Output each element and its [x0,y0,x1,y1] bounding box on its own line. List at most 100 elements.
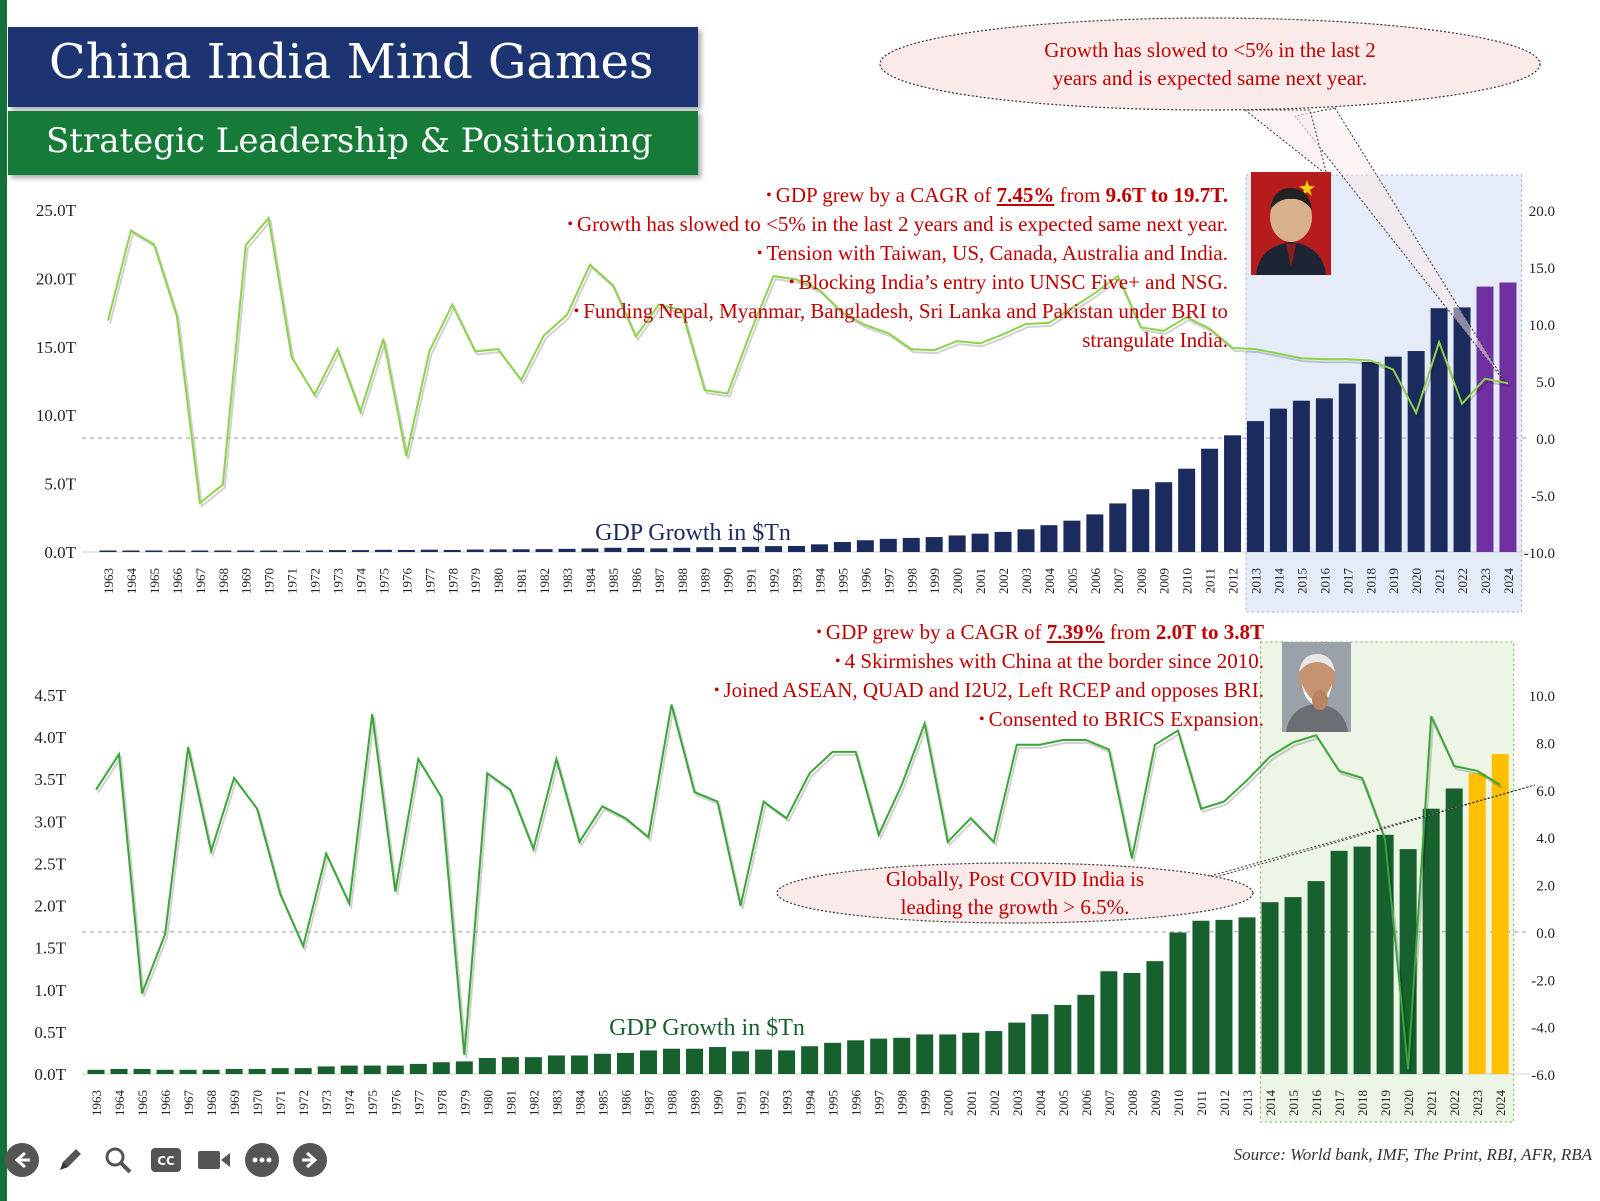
china-y-left-tick: 25.0T [36,201,77,220]
india-y-left-tick: 1.5T [34,939,66,958]
india-bar-1987 [639,1050,657,1074]
china-bar-1991 [742,546,760,552]
china-bar-1977 [420,549,438,552]
india-bar-2000 [939,1034,957,1074]
china-bar-1969 [237,550,255,552]
india-x-tick-1981: 1981 [503,1090,518,1116]
forward-arrow-icon[interactable] [293,1143,327,1177]
india-x-tick-1995: 1995 [826,1090,841,1116]
video-camera-icon[interactable] [197,1143,231,1177]
india-bar-2003 [1008,1022,1026,1074]
china-y-right-tick: 15.0 [1529,261,1555,277]
china-x-tick-1998: 1998 [904,568,919,594]
china-x-tick-1983: 1983 [560,568,575,594]
india-bar-1998 [893,1037,911,1074]
india-chart-title: GDP Growth in $Tn [609,1015,805,1041]
pen-icon[interactable] [53,1143,87,1177]
china-x-tick-1967: 1967 [193,568,208,595]
china-x-tick-1994: 1994 [812,568,827,595]
china-x-tick-1974: 1974 [353,568,368,595]
china-bar-1976 [397,549,415,552]
india-x-tick-1999: 1999 [918,1090,933,1116]
china-bar-2002 [994,531,1012,552]
china-bullet-bri-cont: strangulate India. [1082,328,1228,352]
india-bar-1982 [524,1057,542,1074]
back-arrow-icon[interactable] [5,1143,39,1177]
subtitle-banner: Strategic Leadership & Positioning [8,111,698,175]
india-bar-1963 [87,1069,105,1074]
india-x-tick-2004: 2004 [1033,1090,1048,1117]
india-bar-2004 [1031,1014,1049,1074]
page-title: China India Mind Games [49,34,654,90]
china-bar-1988 [673,547,691,552]
china-bar-2000 [948,535,966,552]
india-x-tick-1994: 1994 [803,1090,818,1117]
india-x-tick-1989: 1989 [688,1090,703,1116]
china-x-tick-2005: 2005 [1065,568,1080,594]
india-bar-2013 [1238,917,1256,1074]
china-bar-2009 [1155,482,1173,552]
india-y-left-tick: 2.5T [34,854,66,873]
china-bar-1968 [214,550,232,552]
india-y-right-tick: 2.0 [1536,879,1555,895]
china-x-tick-1989: 1989 [698,568,713,594]
china-bar-1965 [145,550,163,552]
china-x-tick-2017: 2017 [1340,568,1355,595]
china-bar-2012 [1224,435,1242,552]
china-x-tick-2002: 2002 [996,568,1011,594]
india-bar-1964 [110,1068,128,1074]
china-x-tick-2006: 2006 [1088,568,1103,595]
china-bar-2014 [1269,408,1287,552]
china-bar-2019 [1384,356,1402,552]
china-x-tick-2012: 2012 [1226,568,1241,594]
captions-icon[interactable]: CC [149,1143,183,1177]
china-x-tick-1976: 1976 [399,568,414,595]
more-options-icon[interactable] [245,1143,279,1177]
china-bar-2024 [1499,282,1517,552]
india-x-tick-2003: 2003 [1010,1090,1025,1116]
china-bullet-unsc: Blocking India’s entry into UNSC Five+ a… [328,268,1229,297]
india-bar-2019 [1376,834,1394,1074]
china-y-right-tick: 10.0 [1529,318,1555,334]
india-x-tick-1968: 1968 [204,1090,219,1116]
india-bar-1971 [271,1068,289,1074]
china-bar-1973 [329,550,346,552]
india-bar-1993 [778,1050,796,1074]
india-bar-1986 [616,1052,634,1074]
india-bar-1983 [547,1055,565,1074]
india-x-tick-1990: 1990 [711,1090,726,1116]
china-x-tick-2007: 2007 [1111,568,1126,595]
india-y-left-tick: 3.0T [34,812,66,831]
china-x-tick-1991: 1991 [744,568,759,594]
chart-india: 0.0T 0.5T 1.0T 1.5T 2.0T 2.5T 3.0T 3.5T 4.0T 4.5T… [34,641,1555,1123]
india-x-tick-2016: 2016 [1309,1090,1324,1117]
india-x-tick-2002: 2002 [987,1090,1002,1116]
india-bar-1977 [409,1063,427,1074]
india-x-tick-1969: 1969 [227,1090,242,1116]
india-bar-2020 [1399,849,1417,1074]
china-y-right-tick: 20.0 [1529,204,1555,220]
india-bullets: GDP grew by a CAGR of 7.39% from 2.0T to… [364,618,1264,734]
china-bar-2013 [1247,421,1264,552]
china-x-tick-1971: 1971 [285,568,300,594]
china-bar-2006 [1086,514,1104,552]
india-y-left-tick: 0.5T [34,1023,66,1042]
india-x-tick-1986: 1986 [618,1090,633,1117]
china-y-right-tick: 0.0 [1536,432,1555,448]
india-bar-1999 [916,1034,934,1074]
china-x-tick-1995: 1995 [835,568,850,594]
china-x-tick-2013: 2013 [1249,568,1264,594]
india-bar-2012 [1215,919,1233,1074]
china-x-tick-2000: 2000 [950,568,965,594]
india-x-tick-1982: 1982 [526,1090,541,1116]
india-bar-1975 [363,1065,381,1074]
india-bar-2007 [1100,971,1118,1074]
china-callout-pointer [1294,107,1506,383]
china-y-left-tick: 10.0T [36,406,77,425]
india-x-tick-1975: 1975 [365,1090,380,1116]
india-bar-1990 [709,1047,727,1074]
china-x-tick-2001: 2001 [973,568,988,594]
india-x-tick-1965: 1965 [135,1090,150,1116]
india-x-tick-1977: 1977 [411,1090,426,1117]
search-icon[interactable] [101,1143,135,1177]
